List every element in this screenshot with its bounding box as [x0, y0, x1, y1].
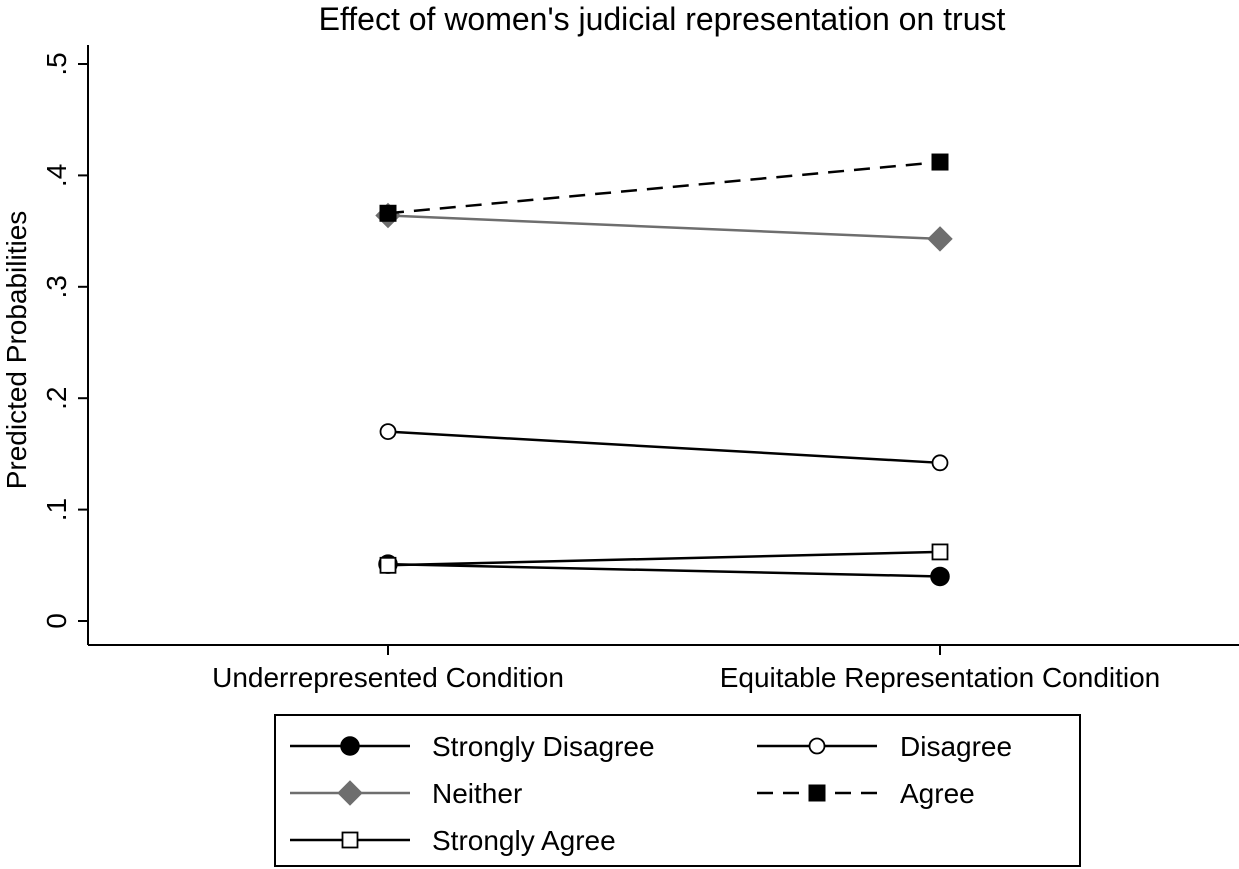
data-point-agree — [931, 153, 949, 171]
series-line-neither — [387, 214, 941, 241]
x-tick-label: Underrepresented Condition — [212, 662, 564, 693]
y-axis-label: Predicted Probabilities — [1, 211, 32, 490]
legend-marker-strongly-agree — [341, 831, 359, 849]
y-tick-label: .1 — [41, 498, 72, 521]
series-agree — [379, 153, 949, 222]
legend-label-strongly-disagree: Strongly Disagree — [432, 731, 655, 762]
legend-marker-strongly-disagree — [340, 736, 360, 756]
legend-marker-disagree — [808, 737, 826, 755]
series-line-disagree — [387, 430, 941, 465]
y-tick-label: .5 — [41, 52, 72, 75]
legend-marker-agree — [808, 784, 826, 802]
y-tick-label: .2 — [41, 387, 72, 410]
data-point-strongly-agree — [931, 543, 949, 561]
data-point-disagree — [931, 454, 949, 472]
data-point-agree — [379, 204, 397, 222]
series-disagree — [379, 423, 949, 472]
x-tick-label: Equitable Representation Condition — [720, 662, 1161, 693]
data-point-neither — [927, 226, 953, 252]
series-line-strongly-disagree — [387, 562, 941, 578]
legend-label-agree: Agree — [900, 778, 975, 809]
series-line-agree — [387, 160, 941, 215]
axes: 0 .1 .2 .3 .4 .5 Underrepresented Condition Equ… — [41, 45, 1239, 693]
data-point-disagree — [379, 423, 397, 441]
legend-label-disagree: Disagree — [900, 731, 1012, 762]
series-layer — [375, 153, 953, 587]
data-point-strongly-disagree — [930, 566, 950, 587]
legend: Strongly Disagree Disagree Neither Agree Str… — [274, 714, 1081, 867]
y-tick-label: 0 — [41, 613, 72, 629]
legend-item-disagree: Disagree — [757, 731, 1012, 762]
y-tick-label: .4 — [41, 164, 72, 187]
legend-item-strongly-disagree: Strongly Disagree — [290, 731, 655, 762]
y-tick-label: .3 — [41, 275, 72, 298]
series-line-strongly-agree — [387, 550, 941, 567]
series-neither — [375, 202, 953, 252]
series-strongly-agree — [379, 543, 949, 574]
legend-item-strongly-agree: Strongly Agree — [290, 825, 616, 856]
chart-title: Effect of women's judicial representatio… — [319, 1, 1006, 37]
legend-label-strongly-agree: Strongly Agree — [432, 825, 616, 856]
data-point-strongly-agree — [379, 556, 397, 574]
legend-item-agree: Agree — [757, 778, 975, 809]
legend-marker-neither — [337, 780, 363, 806]
legend-item-neither: Neither — [290, 778, 522, 809]
legend-label-neither: Neither — [432, 778, 522, 809]
